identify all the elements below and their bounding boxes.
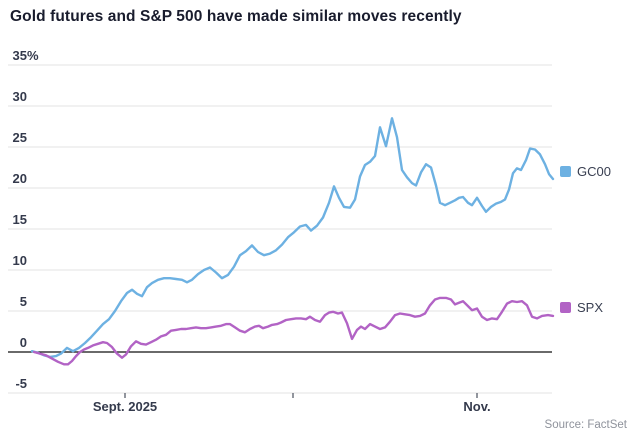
- y-axis-label: 5: [0, 294, 27, 309]
- y-axis-label-text: -5: [15, 376, 27, 391]
- y-axis-label: 25: [0, 130, 27, 145]
- y-axis-label-text: 30: [12, 89, 27, 104]
- gc00-legend-label: GC00: [577, 164, 611, 179]
- source-credit: Source: FactSet: [544, 419, 627, 431]
- y-axis-label: 0: [0, 335, 27, 350]
- y-axis-label: 30: [0, 89, 27, 104]
- gc00-line: [30, 117, 555, 359]
- y-axis-label-text: 0: [19, 335, 27, 350]
- spx-line: [32, 296, 555, 366]
- y-axis-label-text: 10: [12, 253, 27, 268]
- y-axis-label-text: 25: [12, 130, 27, 145]
- page-title: Gold futures and S&P 500 have made simil…: [10, 8, 462, 25]
- y-axis-label: 35%: [0, 48, 39, 63]
- x-axis-label: Sept. 2025: [92, 399, 158, 414]
- y-axis-label: 15: [0, 212, 27, 227]
- legend-item-gc00: GC00: [560, 164, 611, 179]
- y-axis-label: 20: [0, 171, 27, 186]
- y-axis-label-text: 35: [12, 48, 27, 63]
- spx-legend-swatch-icon: [560, 302, 571, 313]
- y-axis-label-text: 20: [12, 171, 27, 186]
- y-axis-label-text: 15: [12, 212, 27, 227]
- legend-item-spx: SPX: [560, 300, 603, 315]
- x-axis-label: Nov.: [463, 399, 491, 414]
- y-axis-label: -5: [0, 376, 27, 391]
- y-axis-label: 10: [0, 253, 27, 268]
- spx-legend-label: SPX: [577, 300, 604, 315]
- y-axis-label-text: 5: [19, 294, 27, 309]
- y-axis-unit: %: [27, 48, 39, 63]
- gc00-legend-swatch-icon: [560, 166, 571, 177]
